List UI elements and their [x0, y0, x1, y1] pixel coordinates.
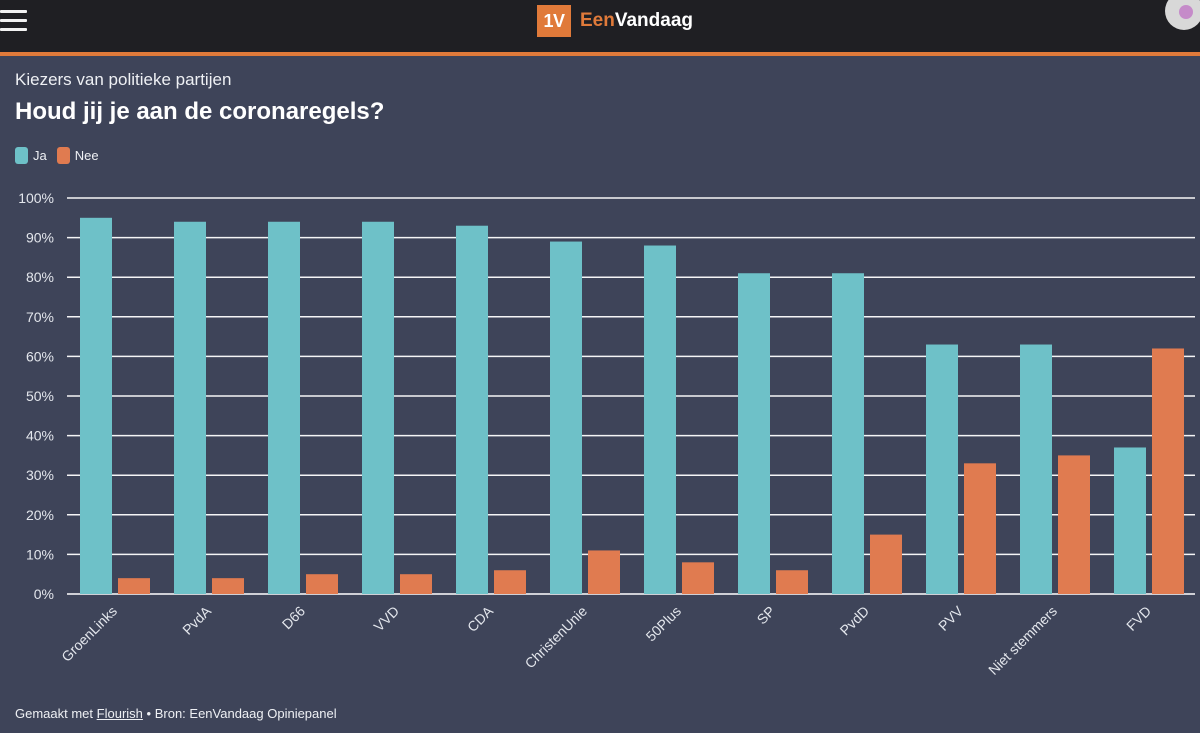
x-tick-label: 50Plus [643, 603, 685, 645]
y-tick-label: 100% [18, 190, 54, 206]
bar-ja [644, 245, 676, 594]
bar-ja [456, 225, 488, 594]
logo-text: EenVandaag [580, 10, 693, 32]
y-tick-label: 60% [26, 348, 54, 364]
y-tick-label: 90% [26, 230, 54, 246]
bar-nee [400, 574, 432, 594]
legend-item-ja[interactable]: Ja [15, 147, 47, 164]
chart-title: Houd jij je aan de coronaregels? [15, 98, 385, 125]
x-tick-label: ChristenUnie [522, 603, 591, 672]
legend-item-nee[interactable]: Nee [56, 147, 99, 164]
chart-legend: Ja Nee [15, 147, 109, 164]
x-tick-label: FVD [1123, 603, 1154, 634]
x-tick-label: GroenLinks [58, 603, 120, 665]
bar-ja [1020, 344, 1052, 594]
bar-ja [832, 273, 864, 594]
y-tick-label: 20% [26, 507, 54, 523]
bar-nee [306, 574, 338, 594]
x-tick-label: SP [754, 603, 779, 628]
x-tick-label: D66 [279, 603, 309, 633]
bar-nee [118, 578, 150, 594]
x-tick-label: PVV [935, 602, 967, 634]
bar-nee [1152, 348, 1184, 594]
bar-ja [268, 221, 300, 594]
logo-badge: 1V [537, 5, 571, 37]
bar-ja [738, 273, 770, 594]
y-tick-label: 0% [34, 586, 54, 602]
y-tick-label: 40% [26, 428, 54, 444]
x-tick-label: VVD [370, 603, 402, 635]
bar-nee [964, 463, 996, 594]
bar-nee [494, 570, 526, 594]
eenvandaag-logo[interactable]: 1V EenVandaag [537, 5, 693, 37]
bar-ja [80, 217, 112, 595]
x-tick-label: PvdD [837, 603, 873, 639]
footer-source: Bron: EenVandaag Opiniepanel [154, 706, 337, 721]
y-tick-label: 30% [26, 467, 54, 483]
y-tick-label: 80% [26, 269, 54, 285]
bar-nee [776, 570, 808, 594]
bar-ja [550, 241, 582, 594]
avatar[interactable] [1165, 0, 1200, 30]
bar-chart: 0% 10% 20% 30% 40% 50% 60% 70% 80% 90% 100% GroenLi… [18, 190, 1195, 678]
legend-label-ja: Ja [33, 148, 47, 163]
y-tick-label: 50% [26, 388, 54, 404]
legend-swatch-ja [15, 147, 28, 164]
bar-nee [870, 534, 902, 594]
flourish-link[interactable]: Flourish [96, 706, 143, 721]
logo-text-vandaag: Vandaag [614, 10, 694, 31]
bar-ja [1114, 447, 1146, 594]
bar-ja [926, 344, 958, 594]
footer-separator: • [146, 706, 152, 721]
y-tick-label: 10% [26, 546, 54, 562]
legend-label-nee: Nee [74, 148, 99, 163]
bar-nee [212, 578, 244, 594]
top-navigation-bar: 1V EenVandaag [0, 0, 1200, 52]
x-tick-label: Niet stemmers [985, 603, 1060, 678]
footer-made-with: Gemaakt met [15, 706, 94, 721]
x-tick-label: PvdA [179, 602, 214, 637]
header-accent-line [0, 52, 1200, 56]
hamburger-menu-icon[interactable] [0, 10, 28, 32]
bar-nee [1058, 455, 1090, 594]
y-tick-label: 70% [26, 309, 54, 325]
bar-nee [588, 550, 620, 594]
chart-footer: Gemaakt met Flourish • Bron: EenVandaag … [15, 706, 337, 721]
x-tick-label: CDA [464, 602, 497, 635]
logo-text-een: Een [580, 10, 615, 31]
chart-subtitle: Kiezers van politieke partijen [15, 70, 232, 89]
legend-swatch-nee [56, 147, 70, 164]
bar-ja [362, 221, 394, 594]
bar-ja [174, 221, 206, 594]
bar-nee [682, 562, 714, 594]
